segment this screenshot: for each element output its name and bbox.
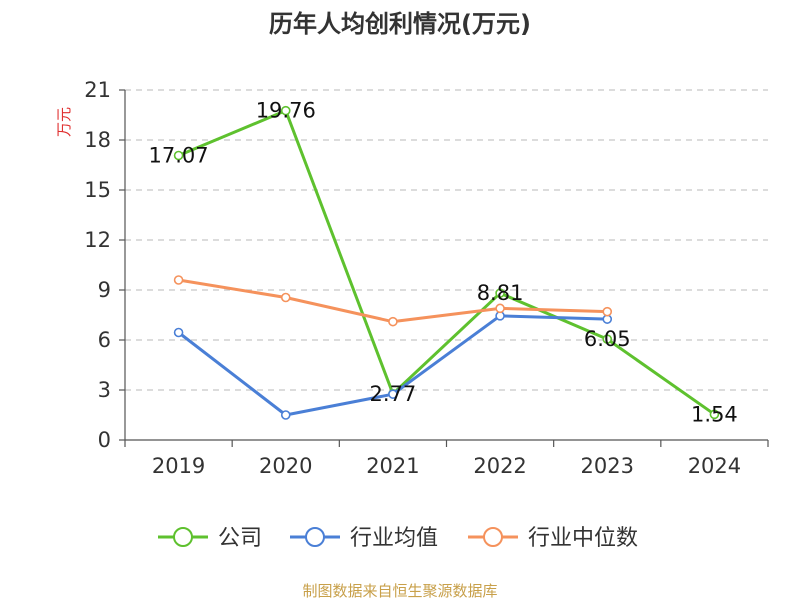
legend-item[interactable]: 公司 xyxy=(158,526,262,551)
series-line xyxy=(178,278,608,324)
data-point xyxy=(709,409,720,420)
x-tick-label: 2019 xyxy=(152,454,205,478)
data-point xyxy=(388,389,398,399)
y-axis-label: 万元 xyxy=(55,107,73,137)
data-point xyxy=(495,288,505,298)
data-point xyxy=(280,410,291,420)
y-tick-label: 3 xyxy=(98,378,111,402)
data-point xyxy=(280,105,291,116)
y-tick-label: 0 xyxy=(98,428,111,452)
legend-swatch-marker xyxy=(483,527,503,547)
data-point xyxy=(495,303,505,314)
data-labels: 17.07 19.76 2.77 8.81 6.05 1.54 xyxy=(149,99,738,427)
chart-title: 历年人均创利情况(万元) xyxy=(269,10,531,38)
legend-label: 行业均值 xyxy=(350,526,438,551)
data-label: 1.54 xyxy=(691,402,738,426)
x-tick-label: 2022 xyxy=(473,454,526,478)
legend-item[interactable]: 行业均值 xyxy=(290,526,438,551)
legend-item[interactable]: 行业中位数 xyxy=(468,526,638,551)
data-point xyxy=(173,327,184,338)
y-tick-label: 6 xyxy=(98,328,111,352)
y-tick-label: 12 xyxy=(84,228,111,252)
x-tick-label: 2020 xyxy=(259,454,312,478)
data-label: 2.77 xyxy=(370,382,417,406)
y-tick-label: 18 xyxy=(84,128,111,152)
legend-label: 行业中位数 xyxy=(528,526,638,551)
series-line xyxy=(178,109,716,416)
grid-lines xyxy=(125,89,768,391)
y-tick-label: 21 xyxy=(84,78,111,102)
x-tick-label: 2023 xyxy=(581,454,634,478)
data-label: 8.81 xyxy=(477,281,524,305)
data-label: 19.76 xyxy=(256,99,316,123)
tick-labels: 0 3 6 9 12 15 18 21 2019 2020 2021 2022 2023 2024 xyxy=(84,78,741,478)
data-point xyxy=(602,334,613,344)
data-point xyxy=(388,316,398,327)
data-label: 6.05 xyxy=(584,327,631,351)
data-point xyxy=(173,150,184,161)
data-label: 17.07 xyxy=(149,144,209,168)
legend-swatch-marker xyxy=(305,527,325,547)
y-tick-label: 9 xyxy=(98,278,111,302)
legend: 公司 行业均值 行业中位数 xyxy=(158,526,638,551)
axes xyxy=(119,89,769,447)
legend-label: 公司 xyxy=(218,526,262,551)
data-point xyxy=(280,292,291,303)
source-note: 制图数据来自恒生聚源数据库 xyxy=(302,582,497,600)
legend-swatch-marker xyxy=(173,527,193,547)
series-group xyxy=(173,105,720,420)
x-tick-label: 2024 xyxy=(688,454,741,478)
data-point xyxy=(173,275,184,285)
data-point xyxy=(602,306,613,317)
y-tick-label: 15 xyxy=(84,178,111,202)
x-tick-label: 2021 xyxy=(366,454,419,478)
